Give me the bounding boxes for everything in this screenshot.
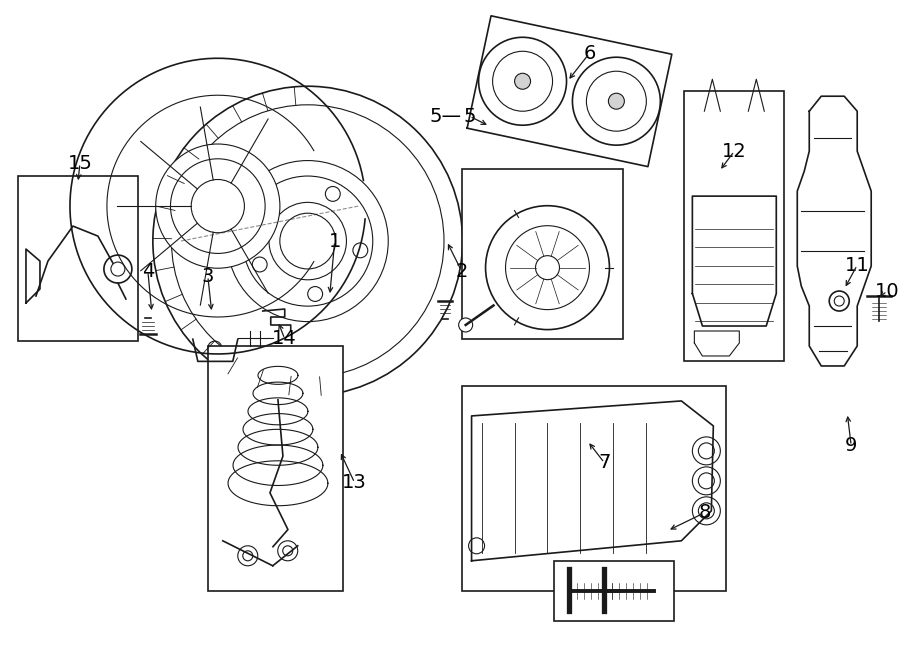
- Bar: [462, 169, 624, 339]
- Text: 1: 1: [328, 231, 341, 251]
- Circle shape: [536, 256, 560, 280]
- Text: 5—: 5—: [429, 106, 462, 126]
- Text: 8: 8: [698, 503, 710, 522]
- Circle shape: [515, 73, 531, 89]
- Text: 12: 12: [722, 141, 747, 161]
- Circle shape: [104, 255, 132, 283]
- Bar: [684, 91, 784, 361]
- Bar: [554, 561, 674, 621]
- Text: 7: 7: [598, 453, 610, 473]
- Circle shape: [227, 161, 388, 322]
- Circle shape: [308, 287, 322, 301]
- Text: 3: 3: [202, 266, 214, 286]
- Text: 5: 5: [464, 106, 476, 126]
- Circle shape: [692, 497, 720, 525]
- Text: 10: 10: [875, 282, 899, 301]
- Text: 6: 6: [583, 44, 596, 63]
- Circle shape: [692, 437, 720, 465]
- Circle shape: [252, 257, 267, 272]
- Circle shape: [486, 206, 609, 330]
- Text: 9: 9: [845, 436, 858, 455]
- Text: 11: 11: [845, 256, 869, 274]
- Circle shape: [829, 291, 850, 311]
- Circle shape: [326, 186, 340, 202]
- Circle shape: [608, 93, 625, 109]
- Circle shape: [506, 225, 590, 309]
- Text: 13: 13: [342, 473, 367, 492]
- Text: 4: 4: [141, 262, 154, 280]
- Text: 15: 15: [68, 153, 93, 173]
- Circle shape: [353, 243, 368, 258]
- Circle shape: [156, 144, 280, 268]
- Circle shape: [572, 58, 661, 145]
- Circle shape: [459, 318, 472, 332]
- Text: 2: 2: [455, 262, 468, 280]
- Bar: [18, 176, 138, 341]
- Circle shape: [153, 86, 463, 396]
- Circle shape: [191, 180, 245, 233]
- Circle shape: [269, 202, 346, 280]
- Bar: [462, 386, 726, 591]
- Circle shape: [263, 195, 278, 210]
- Circle shape: [692, 467, 720, 495]
- Text: 14: 14: [273, 329, 297, 348]
- Bar: [208, 346, 343, 591]
- Circle shape: [479, 37, 566, 125]
